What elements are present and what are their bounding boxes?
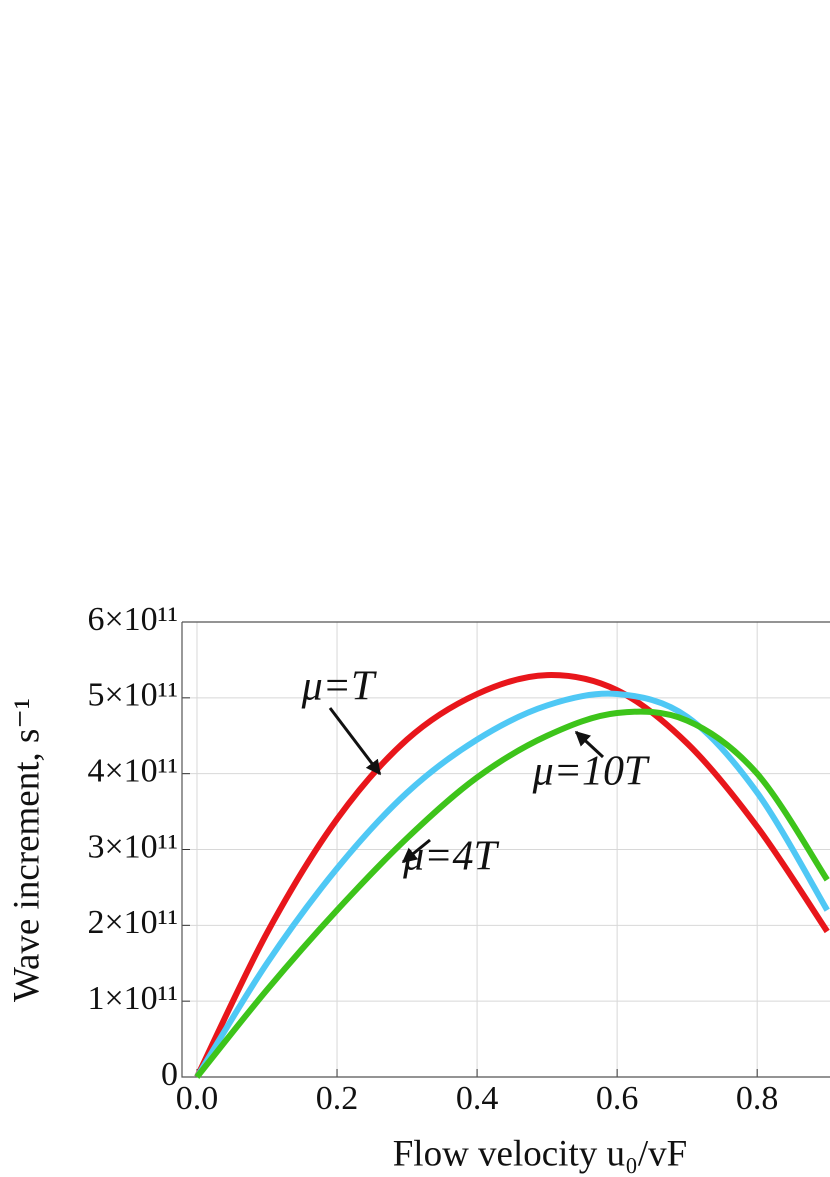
annotation: μ=4T (402, 834, 499, 880)
annotation-arrow (401, 838, 431, 864)
y-tick-label: 2×10¹¹ (87, 904, 178, 941)
y-tick-label: 5×10¹¹ (87, 677, 178, 714)
series-line (194, 708, 830, 1079)
x-tick-label: 0.8 (736, 1080, 779, 1117)
y-tick-label: 1×10¹¹ (87, 980, 178, 1017)
x-tick-label: 0.4 (456, 1080, 499, 1117)
annotation: μ=10T (532, 749, 650, 795)
annotation-arrow (574, 730, 605, 759)
y-axis-label: Wave increment, s⁻¹ (6, 698, 47, 1002)
y-tick-label: 4×10¹¹ (87, 752, 178, 789)
series-line (194, 672, 830, 1079)
annotation: μ=T (301, 664, 377, 710)
x-tick-label: 0.0 (176, 1080, 219, 1117)
x-axis-label: Flow velocity u₀/vF (393, 1133, 688, 1174)
y-tick-label: 6×10¹¹ (87, 601, 178, 638)
series-line (194, 690, 830, 1079)
x-tick-label: 0.2 (316, 1080, 359, 1117)
y-tick-label: 3×10¹¹ (87, 828, 178, 865)
annotation-arrow (328, 707, 382, 776)
x-tick-label: 0.6 (596, 1080, 639, 1117)
plot-frame (181, 621, 830, 1078)
y-tick-label: 0 (161, 1056, 178, 1093)
